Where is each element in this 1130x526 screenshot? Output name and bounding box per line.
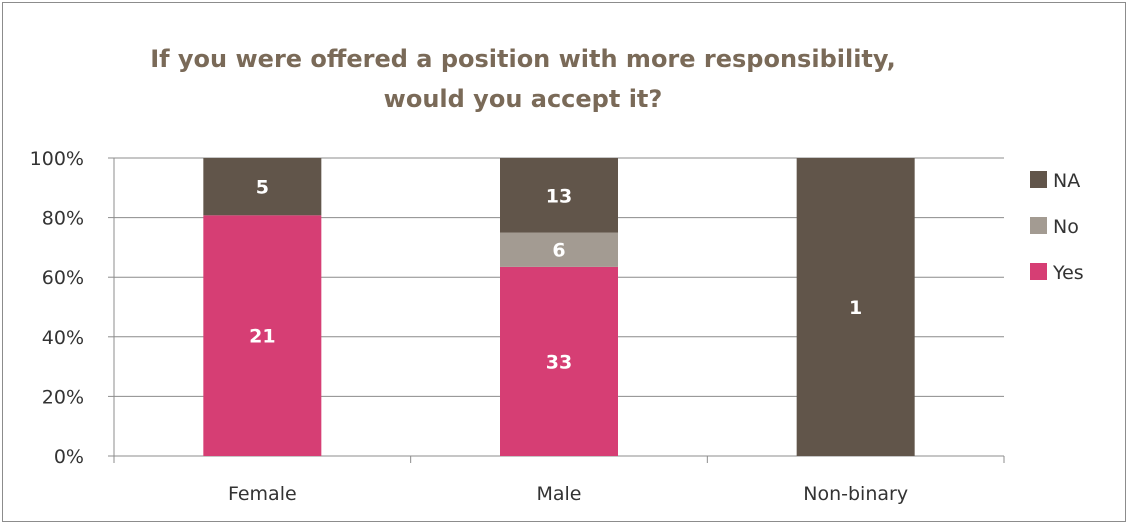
y-tick-label: 60% <box>42 267 84 289</box>
legend-label-yes: Yes <box>1052 262 1084 284</box>
data-label: 33 <box>546 351 572 373</box>
legend-swatch-na <box>1030 171 1047 188</box>
bar-yes-female <box>203 215 322 456</box>
data-label: 5 <box>256 177 269 199</box>
legend-label-na: NA <box>1053 170 1080 192</box>
x-category-label: Male <box>536 483 581 505</box>
bar-yes-male <box>500 266 618 456</box>
data-label: 13 <box>546 185 572 207</box>
data-label: 1 <box>849 297 862 319</box>
chart-title: If you were offered a position with more… <box>150 45 896 113</box>
x-category-label: Female <box>228 483 297 505</box>
bar-na-male <box>500 158 618 233</box>
bar-na-non-binary <box>796 158 915 456</box>
data-label: 21 <box>249 326 275 348</box>
legend-swatch-yes <box>1030 263 1047 280</box>
x-category-label: Non-binary <box>803 483 908 505</box>
bar-no-male <box>500 232 618 267</box>
bar-na-female <box>203 158 322 216</box>
y-tick-label: 0% <box>54 446 84 468</box>
legend-swatch-no <box>1030 217 1047 234</box>
legend-label-no: No <box>1053 216 1079 238</box>
y-tick-label: 80% <box>42 208 84 230</box>
y-tick-label: 20% <box>42 386 84 408</box>
y-tick-label: 40% <box>42 327 84 349</box>
data-label: 6 <box>552 240 565 262</box>
y-tick-label: 100% <box>30 148 84 170</box>
